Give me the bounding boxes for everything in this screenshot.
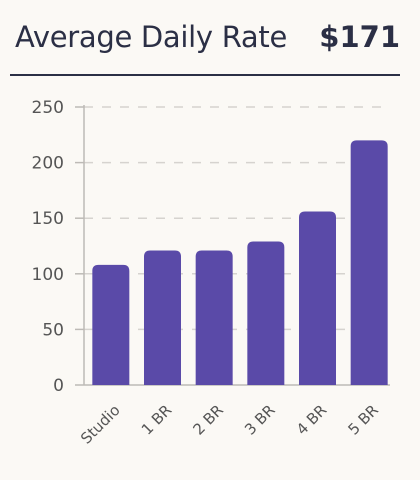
card-title: Average Daily Rate: [15, 20, 287, 54]
y-tick-label: 150: [32, 209, 64, 229]
y-tick-label: 200: [32, 154, 64, 174]
x-tick-label: 3 BR: [241, 401, 278, 438]
y-tick-label: 250: [32, 98, 64, 118]
bars: [92, 140, 388, 385]
bar-2-br: [195, 250, 233, 385]
x-tick-label: 5 BR: [344, 401, 381, 438]
x-tick-label: 4 BR: [293, 401, 330, 438]
bar-5-br: [350, 140, 388, 385]
y-tick-labels: 0 50 100 150 200 250: [32, 98, 64, 396]
x-tick-labels: Studio 1 BR 2 BR 3 BR 4 BR 5 BR: [77, 401, 382, 448]
y-tick-label: 0: [53, 376, 64, 396]
x-tick-label: 2 BR: [189, 401, 226, 438]
grid-lines: [84, 106, 390, 331]
x-tick-label: 1 BR: [138, 401, 175, 438]
axes: [75, 105, 390, 386]
bar-4-br: [299, 211, 336, 385]
x-tick-label: Studio: [77, 401, 124, 448]
y-tick-label: 50: [42, 320, 64, 340]
card-header: Average Daily Rate $171: [10, 0, 400, 76]
card-value: $171: [319, 20, 400, 54]
bar-1-br: [144, 250, 181, 385]
y-tick-label: 100: [32, 265, 64, 285]
bar-studio: [92, 264, 130, 385]
bar-3-br: [247, 241, 285, 385]
